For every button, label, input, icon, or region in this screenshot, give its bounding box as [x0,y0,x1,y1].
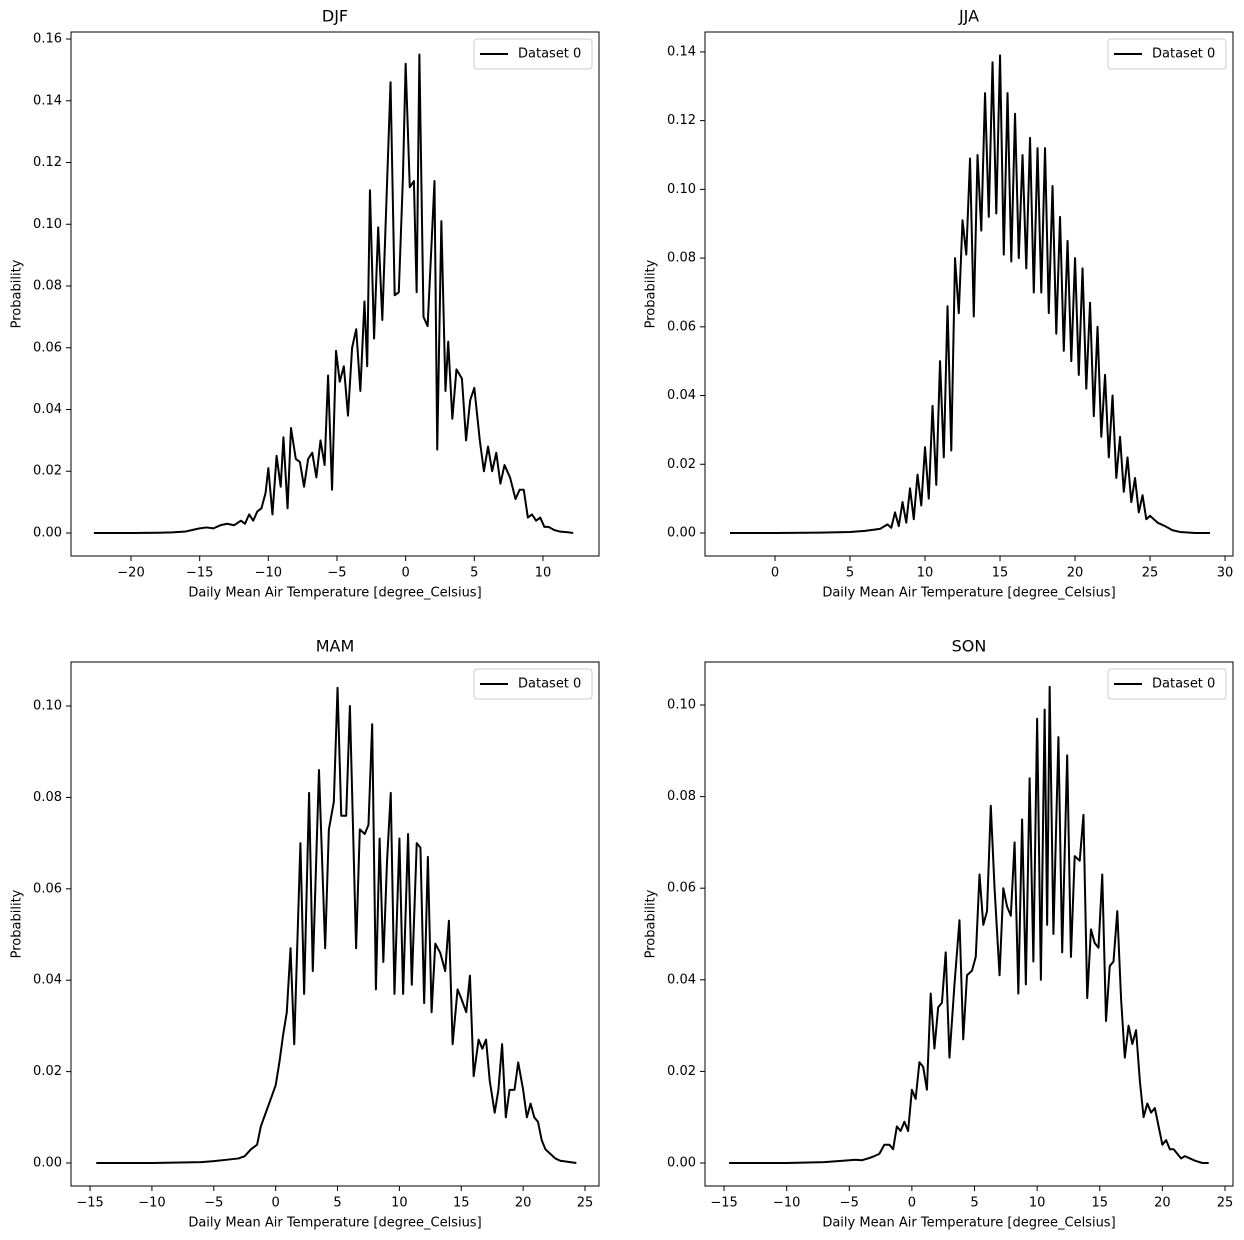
subplot-title: DJF [322,7,348,26]
y-tick-label: 0.10 [667,182,696,197]
x-tick-label: 30 [1217,566,1234,581]
x-tick-label: 20 [515,1196,532,1211]
x-axis-label: Daily Mean Air Temperature [degree_Celsi… [188,586,481,601]
y-tick-label: 0.06 [667,319,696,334]
plot-area [729,685,1209,1165]
x-tick-label: 20 [1067,566,1084,581]
y-tick-label: 0.06 [33,881,62,896]
y-tick-label: 0.12 [33,155,62,170]
x-tick-label: −15 [76,1196,103,1211]
x-axis-label: Daily Mean Air Temperature [degree_Celsi… [188,1216,481,1231]
axes-frame [70,661,600,1187]
x-tick-label: 5 [333,1196,341,1211]
x-tick-label: −10 [773,1196,800,1211]
y-tick-label: 0.08 [667,789,696,804]
data-line [96,686,577,1165]
y-tick-label: 0.00 [33,525,62,540]
axes-frame [704,31,1234,557]
axes-frame [704,661,1234,1187]
x-tick-label: 15 [453,1196,470,1211]
x-tick-label: 0 [771,566,779,581]
legend-label: Dataset 0 [518,47,581,62]
legend-box [1107,38,1227,70]
subplot: DJF −20 −15 −10 −5 0 5 10 0.00 0.02 0.04 0.06 0.08 0.… [10,7,600,601]
x-tick-label: 10 [535,566,552,581]
y-tick-label: 0.14 [33,93,62,108]
subplot: SON −15 −10 −5 0 5 10 15 20 25 0.00 0.02 0.04 0.06 0.0… [644,637,1234,1231]
subplot-title: MAM [316,637,355,656]
subplot: MAM −15 −10 −5 0 5 10 15 20 25 0.00 0.02 0.04 0.06 0.0… [10,637,600,1231]
y-tick-label: 0.12 [667,113,696,128]
x-tick-label: 10 [917,566,934,581]
x-tick-label: 5 [970,1196,978,1211]
y-tick-label: 0.10 [33,699,62,714]
y-tick-label: 0.10 [667,698,696,713]
y-tick-label: 0.08 [33,790,62,805]
y-tick-label: 0.16 [33,32,62,47]
y-tick-label: 0.00 [33,1156,62,1171]
x-tick-label: 10 [391,1196,408,1211]
plot-area [730,54,1211,534]
x-tick-label: 25 [1217,1196,1234,1211]
y-tick-label: 0.08 [33,279,62,294]
plot-area [96,686,577,1165]
x-tick-label: −15 [710,1196,737,1211]
y-tick-label: 0.10 [33,217,62,232]
y-tick-label: 0.14 [667,44,696,59]
y-axis-label: Probability [10,259,25,328]
plot-area [93,53,574,534]
subplot-title: SON [952,637,987,656]
y-tick-label: 0.06 [33,340,62,355]
y-axis-label: Probability [644,259,659,328]
y-tick-label: 0.02 [33,1064,62,1079]
x-tick-label: 0 [272,1196,280,1211]
data-line [93,53,574,534]
y-tick-label: 0.02 [667,457,696,472]
x-tick-label: −10 [138,1196,165,1211]
x-tick-label: 5 [846,566,854,581]
y-tick-label: 0.02 [33,464,62,479]
x-axis-label: Daily Mean Air Temperature [degree_Celsi… [822,1216,1115,1231]
x-tick-label: 25 [577,1196,594,1211]
y-tick-label: 0.04 [667,972,696,987]
legend-box [473,38,593,70]
data-line [729,685,1209,1165]
data-line [730,54,1211,534]
subplot-title: JJA [958,7,979,26]
legend-label: Dataset 0 [518,677,581,692]
x-tick-label: 0 [402,566,410,581]
y-tick-label: 0.04 [33,402,62,417]
legend-box [1107,668,1227,700]
axes-frame [70,31,600,557]
x-tick-label: −20 [117,566,144,581]
y-tick-label: 0.02 [667,1064,696,1079]
x-tick-label: −5 [840,1196,859,1211]
y-tick-label: 0.08 [667,251,696,266]
y-tick-label: 0.00 [667,1156,696,1171]
y-tick-label: 0.06 [667,881,696,896]
y-tick-label: 0.04 [33,973,62,988]
x-tick-label: 25 [1142,566,1159,581]
y-axis-label: Probability [644,889,659,958]
x-tick-label: −5 [327,566,346,581]
x-tick-label: −15 [186,566,213,581]
x-tick-label: 15 [1091,1196,1108,1211]
x-tick-label: 10 [1029,1196,1046,1211]
y-axis-label: Probability [10,889,25,958]
x-tick-label: −10 [255,566,282,581]
y-tick-label: 0.00 [667,525,696,540]
x-tick-label: 5 [470,566,478,581]
legend-box [473,668,593,700]
legend-label: Dataset 0 [1152,677,1215,692]
x-tick-label: 0 [908,1196,916,1211]
x-axis-label: Daily Mean Air Temperature [degree_Celsi… [822,586,1115,601]
x-tick-label: 15 [992,566,1009,581]
x-tick-label: −5 [204,1196,223,1211]
x-tick-label: 20 [1154,1196,1171,1211]
y-tick-label: 0.04 [667,388,696,403]
legend-label: Dataset 0 [1152,47,1215,62]
subplot: JJA 0 5 10 15 20 25 30 0.00 0.02 0.04 0.06 0.08 0.10 0… [644,7,1234,601]
